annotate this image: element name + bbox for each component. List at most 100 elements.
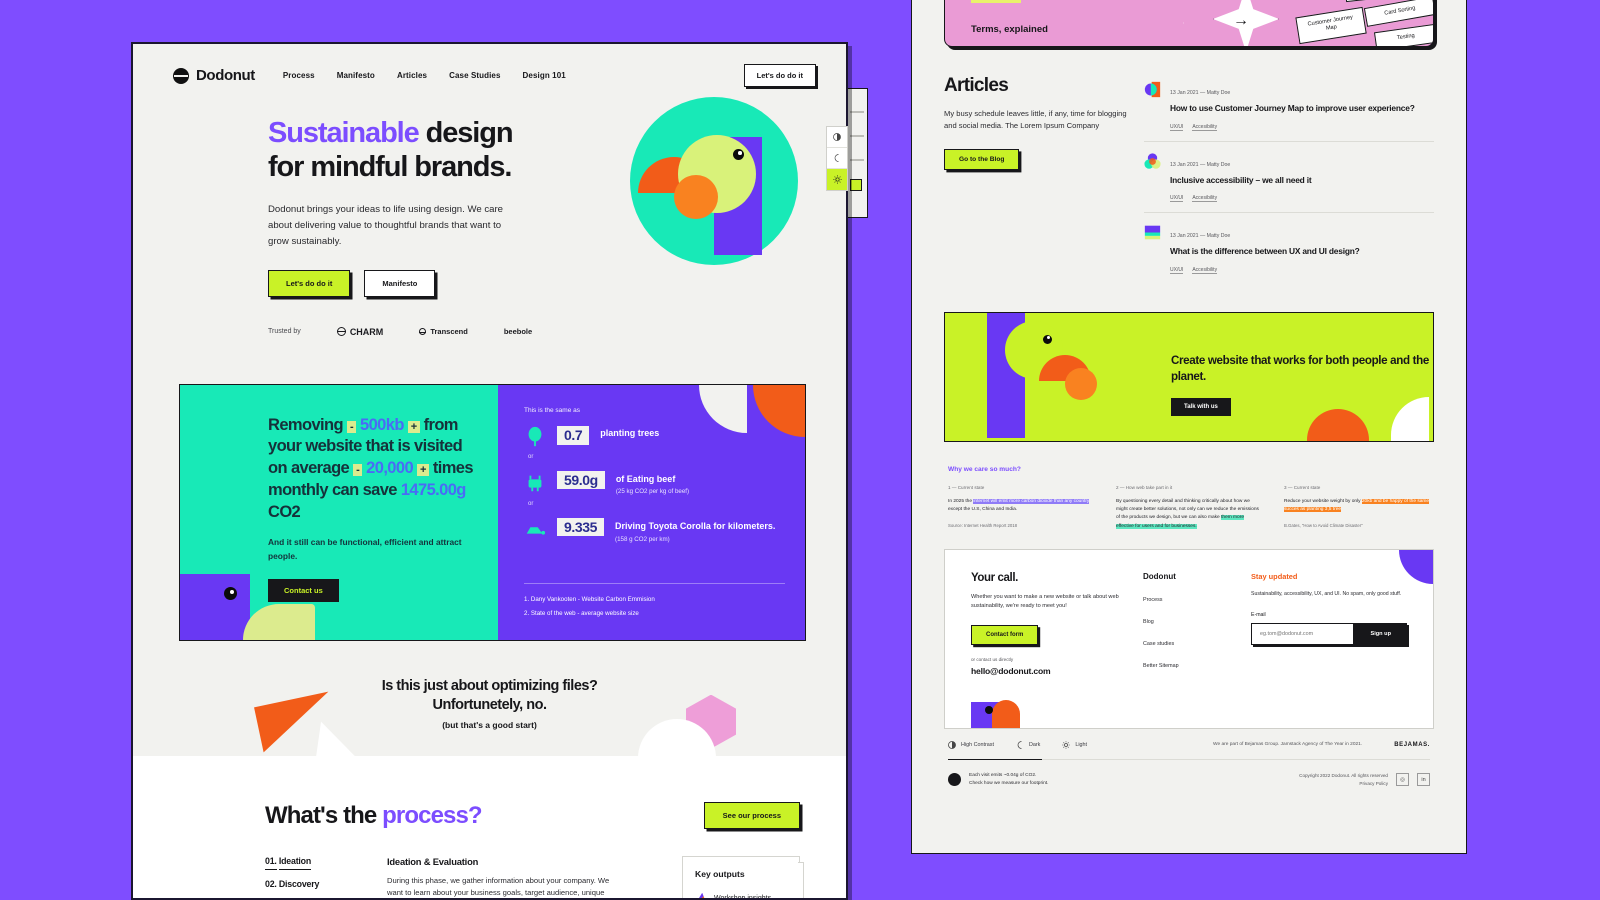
article-meta: 13 Jan 2021 — Matty Doe [1170, 233, 1231, 240]
footer-link-process[interactable]: Process [1143, 596, 1163, 603]
tag-uxui[interactable]: UX/UI [1170, 266, 1184, 274]
list-item[interactable]: 13 Jan 2021 — Matty Doe How to use Custo… [1144, 75, 1434, 141]
articles-list: 13 Jan 2021 — Matty Doe How to use Custo… [1134, 75, 1434, 284]
email-input[interactable] [1251, 622, 1355, 645]
nav-item-process[interactable]: Process [282, 71, 315, 80]
tag-accesibility[interactable]: Accesibility [1192, 195, 1218, 203]
step-num-2: 02. [265, 878, 277, 889]
process-body-text: During this phase, we gather information… [387, 875, 610, 898]
why-column-3: 3 — Current state Reduce your website we… [1284, 485, 1430, 531]
toucan-illustration [630, 97, 798, 265]
chip-plus[interactable]: + [407, 420, 420, 433]
go-to-blog-button[interactable]: Go to the Blog [944, 148, 1020, 170]
process-title-plain: What's the [265, 801, 383, 829]
chip-minus-2[interactable]: - [353, 464, 363, 477]
theme-high-contrast-button[interactable] [827, 127, 847, 148]
trusted-by-label: Trusted by [268, 328, 301, 336]
header-cta-button[interactable]: Let's do do it [743, 64, 816, 87]
process-step-ideation[interactable]: 01. Ideation [265, 855, 357, 870]
beef-text: of Eating beef [615, 473, 676, 484]
contrast-icon [833, 133, 841, 141]
tag-uxui[interactable]: UX/UI [1170, 195, 1184, 203]
carbon-sub: And it still can be functional, efficien… [268, 537, 462, 561]
theme-switcher [826, 126, 848, 191]
equivalence-row-car: 9.335 Driving Toyota Corolla for kilomet… [524, 518, 785, 543]
process-body: Ideation & Evaluation During this phase,… [387, 856, 619, 898]
toggle-dark[interactable]: Dark [1016, 740, 1040, 749]
footer-link-better-sitemap[interactable]: Better Sitemap [1143, 662, 1179, 669]
hero-title-accent: Sustainable [268, 117, 420, 149]
carbon-line-1: Each visit emits ~0.04g of CO2. [969, 773, 1037, 779]
articles-section: Articles My busy schedule leaves little,… [912, 47, 1466, 284]
step-num-1: 01. [265, 855, 277, 870]
beef-note: (25 kg CO2 per kg of beef) [615, 488, 690, 496]
banner-eye-icon [1043, 334, 1052, 344]
process-header: What's the process? See our process [265, 801, 800, 830]
moon-icon [1017, 740, 1022, 749]
optimizing-section: Is this just about optimizing files? Unf… [133, 677, 846, 769]
process-title-accent: process? [382, 801, 482, 829]
moon-icon [834, 154, 839, 162]
theme-dark-button[interactable] [827, 148, 847, 169]
footnote-1: 1. Dany Vankooten - Website Carbon Emmis… [524, 595, 655, 603]
nav-item-articles[interactable]: Articles [396, 71, 428, 80]
contact-form-button[interactable]: Contact form [971, 624, 1039, 645]
hero-secondary-button[interactable]: Manifesto [364, 269, 436, 297]
linkedin-icon[interactable]: in [1417, 773, 1430, 787]
brand-logo[interactable]: Dodonut [173, 67, 255, 84]
articles-title: Articles [944, 75, 1009, 96]
why-col-2-text: By questioning every detail and thinking… [1116, 498, 1259, 529]
logo-transcend: Transcend [419, 327, 468, 336]
article-title[interactable]: How to use Customer Journey Map to impro… [1170, 103, 1415, 113]
talk-with-us-button[interactable]: Talk with us [1171, 397, 1231, 416]
hero-primary-button[interactable]: Let's do do it [268, 269, 351, 297]
footer-email[interactable]: hello@dodonut.com [971, 665, 1051, 676]
tag-accesibility[interactable]: Accesibility [1192, 123, 1218, 131]
toggle-light[interactable]: Light [1062, 741, 1087, 749]
carbon-line-2[interactable]: Check how we measure our footprint. [969, 780, 1049, 786]
process-section: What's the process? See our process 01. … [133, 755, 846, 898]
list-item[interactable]: 13 Jan 2021 — Matty Doe Inclusive access… [1144, 140, 1434, 213]
or-label-1: or [528, 453, 534, 460]
contact-us-button[interactable]: Contact us [268, 579, 339, 603]
nav-item-case-studies[interactable]: Case Studies [449, 71, 501, 80]
design-101-card[interactable]: 101 Terms, explained → Studies Card Sort… [944, 0, 1434, 47]
theme-light-button[interactable] [827, 169, 847, 190]
dodonut-dot-icon [948, 773, 961, 787]
footer-paragraph: Whether you want to make a new website o… [971, 593, 1119, 610]
toucan-eye-icon [733, 149, 744, 160]
tree-value: 0.7 [557, 425, 590, 446]
why-col-3-source: B.Gates, "How to Avoid Climate Disaster" [1284, 523, 1363, 529]
chip-plus-2[interactable]: + [417, 464, 429, 477]
footer-contact-col: Your call. Whether you want to make a ne… [971, 572, 1123, 676]
partner-legal-text: We are part of Bejamas Group. Jamstack A… [1213, 742, 1363, 748]
privacy-policy-link[interactable]: Privacy Policy [1359, 781, 1388, 787]
tag-accesibility[interactable]: Accesibility [1192, 266, 1218, 274]
article-thumb-icon [1144, 153, 1161, 170]
list-item[interactable]: 13 Jan 2021 — Matty Doe What is the diff… [1144, 212, 1434, 284]
footer-title: Your call. [971, 571, 1018, 584]
see-our-process-button[interactable]: See our process [703, 801, 800, 829]
footer-right-group: Copyright 2022 Dodonut. All rights reser… [1299, 773, 1430, 787]
footer-divider [948, 758, 1430, 761]
article-title[interactable]: What is the difference between UX and UI… [1170, 246, 1360, 257]
site-header: Dodonut Process Manifesto Articles Case … [133, 44, 846, 87]
nav-item-design-101[interactable]: Design 101 [522, 71, 566, 80]
chip-minus[interactable]: - [346, 420, 357, 433]
signup-button[interactable]: Sign up [1354, 622, 1407, 645]
chip-customer-journey-map: Customer Journey Map [1295, 6, 1367, 44]
tag-uxui[interactable]: UX/UI [1170, 123, 1184, 131]
process-step-discovery[interactable]: 02. Discovery [265, 879, 357, 889]
article-title[interactable]: Inclusive accessibility – we all need it [1170, 174, 1312, 185]
nav-item-manifesto[interactable]: Manifesto [336, 71, 375, 80]
why-col-1-label: 1 — Current state [948, 484, 985, 490]
articles-intro: Articles My busy schedule leaves little,… [944, 75, 1134, 284]
footer-link-blog[interactable]: Blog [1143, 618, 1154, 625]
instagram-icon[interactable]: ◎ [1396, 773, 1409, 787]
hero-title: Sustainable design for mindful brands. [268, 117, 806, 185]
equivalence-row-tree: 0.7 planting trees [524, 425, 785, 448]
toggle-high-contrast[interactable]: High Contrast [948, 740, 994, 749]
footer-link-case-studies[interactable]: Case studies [1143, 640, 1175, 647]
bejamas-logo[interactable]: BEJAMAS. [1394, 741, 1430, 748]
